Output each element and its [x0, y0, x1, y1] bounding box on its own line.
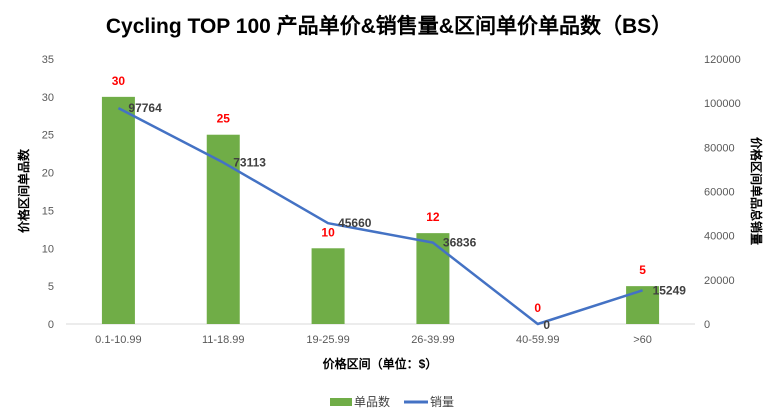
sales-line	[117, 106, 643, 326]
bar	[311, 248, 345, 324]
line-data-label: 45660	[338, 216, 372, 230]
line-data-label: 0	[543, 318, 550, 332]
x-axis-title: 价格区间（单位：$）	[323, 356, 438, 371]
y-left-tick-label: 20	[42, 168, 54, 180]
y-left-tick-label: 0	[48, 319, 54, 331]
line-data-label: 15249	[653, 283, 687, 297]
bar	[206, 134, 240, 324]
legend-bar-label: 单品数	[354, 394, 390, 409]
y-right-tick-label: 40000	[704, 231, 735, 243]
y-left-tick-label: 15	[42, 205, 54, 217]
x-tick-label: 19-25.99	[306, 334, 349, 346]
x-tick-label: 0.1-10.99	[95, 334, 141, 346]
x-tick-label: 40-59.99	[516, 334, 559, 346]
y-axis-right-title: 价格区间单品总销量	[749, 137, 764, 245]
y-right-tick-label: 60000	[704, 187, 735, 199]
y-left-tick-label: 5	[48, 281, 54, 293]
x-tick-label: >60	[633, 334, 652, 346]
x-tick-label: 26-39.99	[411, 334, 454, 346]
bar-data-label: 5	[639, 263, 646, 277]
bar-data-label: 0	[534, 301, 541, 315]
y-right-tick-label: 0	[704, 319, 710, 331]
bar	[101, 96, 135, 324]
legend-bar-swatch	[330, 398, 352, 406]
y-left-tick-label: 35	[42, 54, 54, 66]
y-right-tick-label: 80000	[704, 142, 735, 154]
chart-title: Cycling TOP 100 产品单价&销售量&区间单价单品数（BS）	[106, 14, 672, 38]
y-axis-left-title: 价格区间单品数	[16, 148, 31, 233]
line-data-label: 97764	[128, 101, 162, 115]
y-right-tick-label: 20000	[704, 275, 735, 287]
bar-data-label: 12	[426, 210, 440, 224]
line-data-label: 36836	[443, 236, 477, 250]
legend: 单品数 销量	[330, 394, 454, 409]
bar-data-label: 25	[217, 112, 231, 126]
line-data-label: 73113	[233, 156, 266, 170]
y-right-tick-label: 100000	[704, 98, 741, 110]
bar	[626, 286, 660, 324]
bar	[416, 233, 450, 324]
x-tick-label: 11-18.99	[202, 334, 245, 346]
y-left-tick-label: 25	[42, 130, 54, 142]
legend-line-label: 销量	[430, 395, 454, 409]
y-left-tick-label: 30	[42, 92, 54, 104]
y-left-tick-label: 10	[42, 243, 54, 255]
y-right-tick-label: 120000	[704, 54, 741, 66]
bar-data-label: 10	[321, 225, 335, 239]
bar-data-label: 30	[112, 74, 126, 88]
